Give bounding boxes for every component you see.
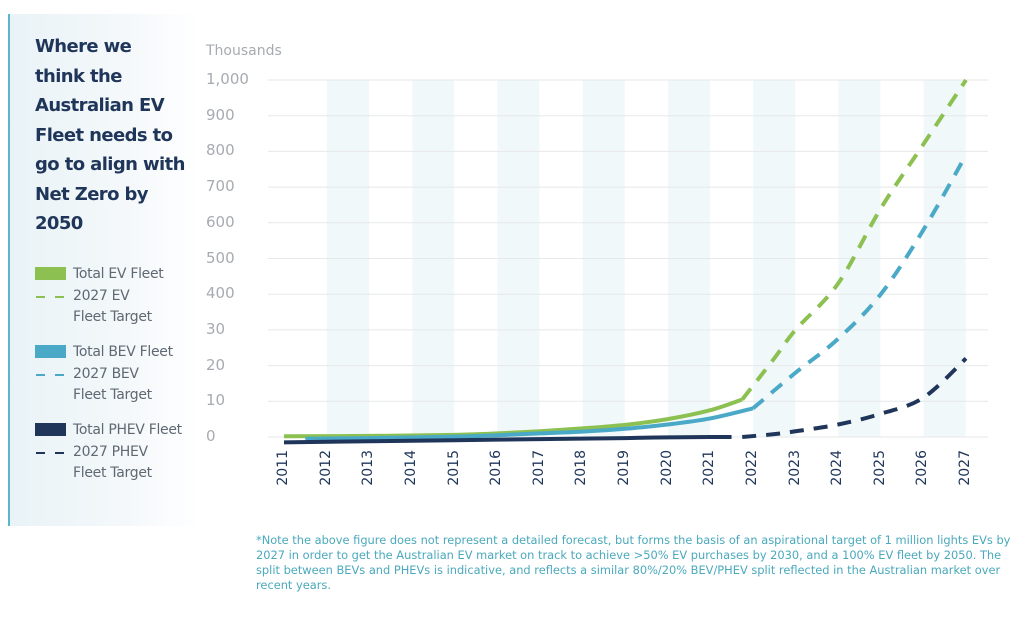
legend-item-bev-target: 2027 BEV Fleet Target (35, 362, 200, 408)
y-tick-label: 800 (206, 141, 235, 160)
footnote: *Note the above figure does not represen… (256, 533, 1011, 592)
legend-label: 2027 PHEV Fleet Target (73, 444, 152, 481)
legend-item-total-phev: Total PHEV Fleet (35, 418, 200, 440)
y-tick-label: 700 (206, 177, 235, 196)
legend-label: 2027 BEV Fleet Target (73, 366, 152, 403)
y-tick-label: 0 (206, 427, 216, 445)
series-line-total-phev-fleet (283, 434, 732, 445)
legend-dash-ev-target (35, 296, 66, 298)
series-line-total-ev-fleet (283, 397, 743, 439)
series-line-total-bev-fleet (305, 406, 754, 441)
legend-swatch-total-ev (35, 267, 66, 280)
legend-dash-phev-target (35, 452, 66, 454)
y-tick-label: 30 (206, 319, 226, 338)
legend-dash-bev-target (35, 374, 66, 376)
series-line-2027-ev-fleet-target (740, 78, 968, 401)
y-tick-label: 400 (206, 284, 235, 303)
legend-swatch-total-bev (35, 345, 66, 358)
legend-item-total-ev: Total EV Fleet (35, 262, 200, 284)
legend-label: Total EV Fleet (73, 266, 164, 282)
legend: Total EV Fleet 2027 EV Fleet Target Total… (35, 262, 200, 486)
y-tick-label: 20 (206, 355, 226, 374)
legend-label: 2027 EV Fleet Target (73, 288, 152, 325)
y-tick-label: 600 (206, 212, 235, 231)
y-tick-label: 1,000 (206, 70, 249, 88)
y-axis-unit-label: Thousands (206, 43, 282, 59)
series-line-2027-bev-fleet-target (751, 153, 968, 410)
y-tick-label: 900 (206, 105, 235, 124)
legend-item-ev-target: 2027 EV Fleet Target (35, 284, 200, 330)
y-tick-label: 10 (206, 391, 226, 410)
legend-label: Total PHEV Fleet (73, 422, 182, 438)
legend-swatch-total-phev (35, 423, 66, 436)
series-line-2027-phev-fleet-target (742, 356, 968, 439)
y-tick-label: 500 (206, 248, 235, 267)
legend-item-phev-target: 2027 PHEV Fleet Target (35, 440, 200, 486)
legend-label: Total BEV Fleet (73, 344, 173, 360)
legend-item-total-bev: Total BEV Fleet (35, 340, 200, 362)
chart-title: Where we think the Australian EV Fleet n… (35, 36, 185, 234)
